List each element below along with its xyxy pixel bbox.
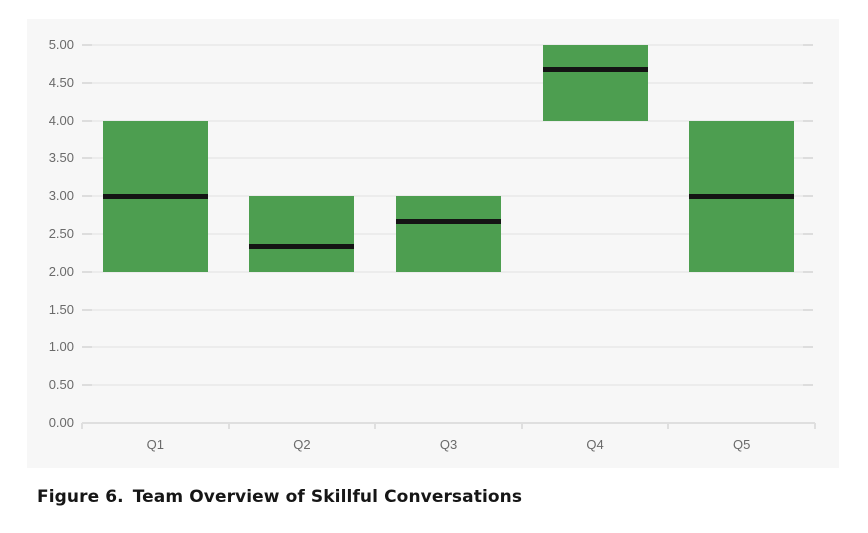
mean-line-q4 [542, 67, 648, 73]
y-axis-tick-label: 1.50 [48, 301, 74, 317]
x-axis-tick [81, 423, 83, 429]
gridline [82, 44, 813, 46]
x-axis-category-label: Q5 [733, 437, 751, 452]
gridline [82, 119, 813, 122]
y-axis-tick-label: 0.00 [48, 415, 74, 430]
range-bar-q4 [542, 45, 648, 121]
x-axis-category-label: Q1 [146, 437, 164, 452]
gridline [82, 157, 813, 160]
y-axis-tick-label: 3.50 [48, 150, 74, 166]
mean-line-q3 [396, 218, 501, 224]
gridline [82, 346, 813, 349]
gridline [82, 384, 813, 387]
x-axis-category-label: Q3 [439, 437, 458, 452]
gridline [82, 81, 813, 84]
x-axis-category-label: Q2 [293, 437, 311, 452]
x-axis-tick [227, 423, 230, 429]
mean-line-q5 [689, 193, 795, 199]
figure-caption: Figure 6. Team Overview of Skillful Conve… [37, 487, 522, 507]
x-axis-tick [374, 423, 377, 429]
mean-line-q2 [249, 244, 355, 250]
y-axis-tick-label: 3.00 [48, 188, 74, 204]
x-axis-line [82, 422, 815, 424]
range-bar-q3 [396, 196, 501, 272]
x-axis-tick [814, 423, 816, 429]
figure-label: Figure 6. [37, 487, 124, 507]
x-axis-category-label: Q4 [586, 437, 604, 452]
y-axis-tick-label: 4.50 [48, 74, 74, 90]
range-bar-q2 [249, 196, 355, 272]
y-axis-tick-label: 4.00 [48, 112, 74, 128]
gridline [82, 270, 813, 273]
mean-line-q1 [102, 193, 208, 199]
gridline [82, 308, 813, 311]
y-axis-tick-label: 0.50 [48, 377, 74, 393]
y-axis-tick-label: 5.00 [48, 37, 74, 52]
y-axis-tick-label: 2.50 [48, 226, 74, 241]
x-axis-tick [520, 423, 523, 429]
chart-panel: 5.00 4.50 4.00 3.50 3.00 2.50 2.00 1.50 1.00 0.50… [27, 19, 839, 468]
figure-title: Team Overview of Skillful Conversations [132, 487, 523, 507]
y-axis-tick-label: 2.00 [48, 263, 74, 279]
y-axis-tick-label: 1.00 [48, 339, 74, 355]
x-axis-tick [667, 423, 670, 429]
